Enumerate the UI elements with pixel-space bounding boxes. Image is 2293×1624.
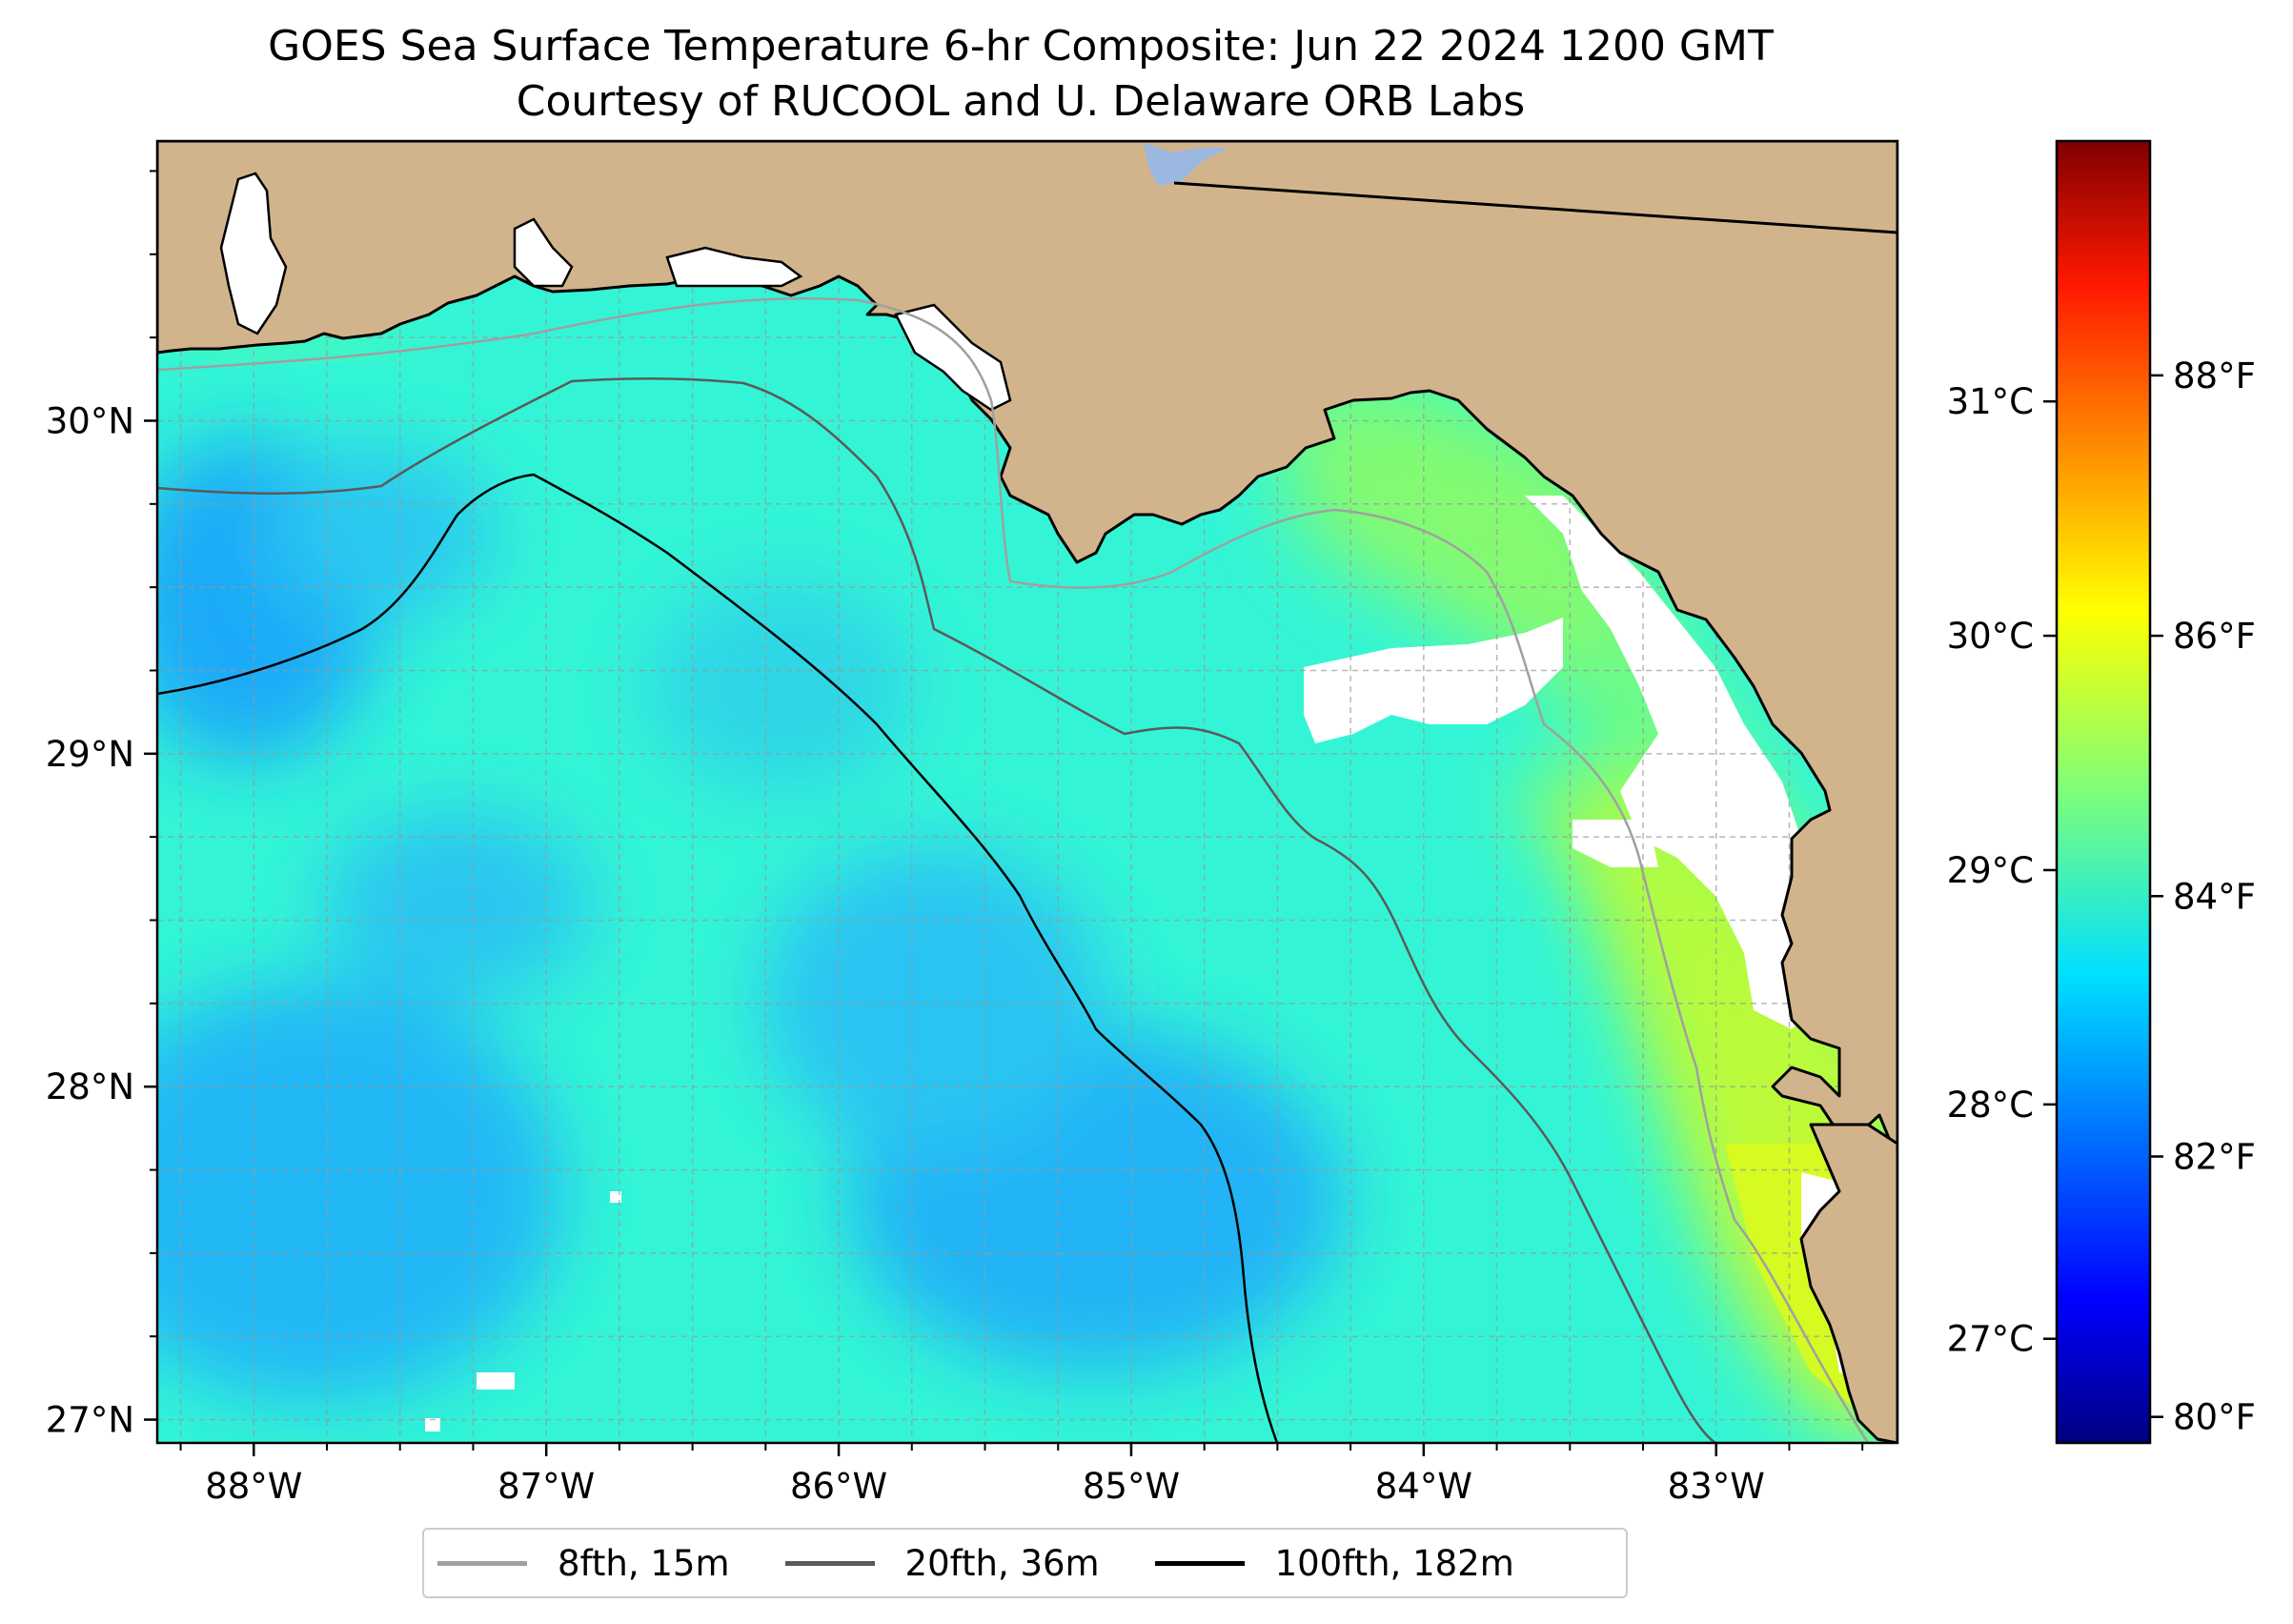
- land-east-florida: [1799, 1123, 1897, 1443]
- map-title: GOES Sea Surface Temperature 6-hr Compos…: [268, 22, 1774, 71]
- longitude-axis: 88°W 87°W 86°W 85°W 84°W 83°W: [179, 1443, 1864, 1507]
- colorbar-fahrenheit-label: 86°F: [2173, 616, 2256, 657]
- land-north-coast: [157, 141, 1897, 1161]
- land: [157, 141, 1897, 1443]
- colorbar-celsius-label: 29°C: [1947, 850, 2034, 891]
- lat-tick-label: 28°N: [46, 1066, 134, 1107]
- lat-tick-label: 29°N: [46, 734, 134, 775]
- legend-label-8fth: 8fth, 15m: [558, 1542, 730, 1584]
- lon-tick-label: 87°W: [497, 1466, 595, 1507]
- colorbar-celsius-axis: 27°C 28°C 29°C 30°C 31°C: [1947, 381, 2057, 1360]
- legend-swatch-20fth: [784, 1560, 875, 1566]
- colorbar: [2055, 139, 2152, 1445]
- bays: [219, 172, 1012, 412]
- map-subtitle: Courtesy of RUCOOL and U. Delaware ORB L…: [516, 77, 1526, 126]
- state-boundary: [1173, 181, 1897, 234]
- lon-tick-label: 84°W: [1375, 1466, 1472, 1507]
- contour-legend: 8fth, 15m 20fth, 36m 100fth, 182m: [422, 1528, 1628, 1598]
- colorbar-fahrenheit-label: 88°F: [2173, 355, 2256, 396]
- legend-item-8fth: 8fth, 15m: [437, 1543, 730, 1584]
- legend-swatch-100fth: [1154, 1560, 1245, 1566]
- colorbar-fahrenheit-label: 80°F: [2173, 1397, 2256, 1438]
- sst-map: 88°W 87°W 86°W 85°W 84°W 83°W 30°N 29°N 28°N 27°…: [46, 139, 2256, 1507]
- legend-item-20fth: 20fth, 36m: [784, 1542, 1100, 1584]
- colorbar-fahrenheit-label: 82°F: [2173, 1136, 2256, 1177]
- colorbar-celsius-label: 28°C: [1947, 1085, 2034, 1126]
- lat-tick-label: 30°N: [46, 400, 134, 441]
- lon-tick-label: 86°W: [790, 1466, 887, 1507]
- colorbar-celsius-label: 27°C: [1947, 1319, 2034, 1360]
- colorbar-celsius-label: 30°C: [1947, 616, 2034, 657]
- legend-item-100fth: 100fth, 182m: [1154, 1542, 1514, 1584]
- lat-tick-label: 27°N: [46, 1400, 134, 1441]
- map-frame: [155, 139, 1899, 1445]
- colorbar-fahrenheit-label: 84°F: [2173, 876, 2256, 917]
- contour-20fth: [157, 376, 1716, 1443]
- legend-label-20fth: 20fth, 36m: [904, 1542, 1100, 1584]
- contour-8fth: [157, 296, 1870, 1443]
- legend-label-100fth: 100fth, 182m: [1274, 1542, 1514, 1584]
- legend-swatch-8fth: [437, 1560, 527, 1566]
- colorbar-fahrenheit-axis: 80°F 82°F 84°F 86°F 88°F: [2150, 355, 2256, 1438]
- contour-100fth: [157, 473, 1279, 1443]
- lon-tick-label: 85°W: [1083, 1466, 1180, 1507]
- lon-tick-label: 88°W: [205, 1466, 302, 1507]
- latitude-axis: 30°N 29°N 28°N 27°N: [46, 170, 157, 1441]
- lon-tick-label: 83°W: [1668, 1466, 1765, 1507]
- colorbar-celsius-label: 31°C: [1947, 381, 2034, 422]
- lake: [1144, 143, 1229, 186]
